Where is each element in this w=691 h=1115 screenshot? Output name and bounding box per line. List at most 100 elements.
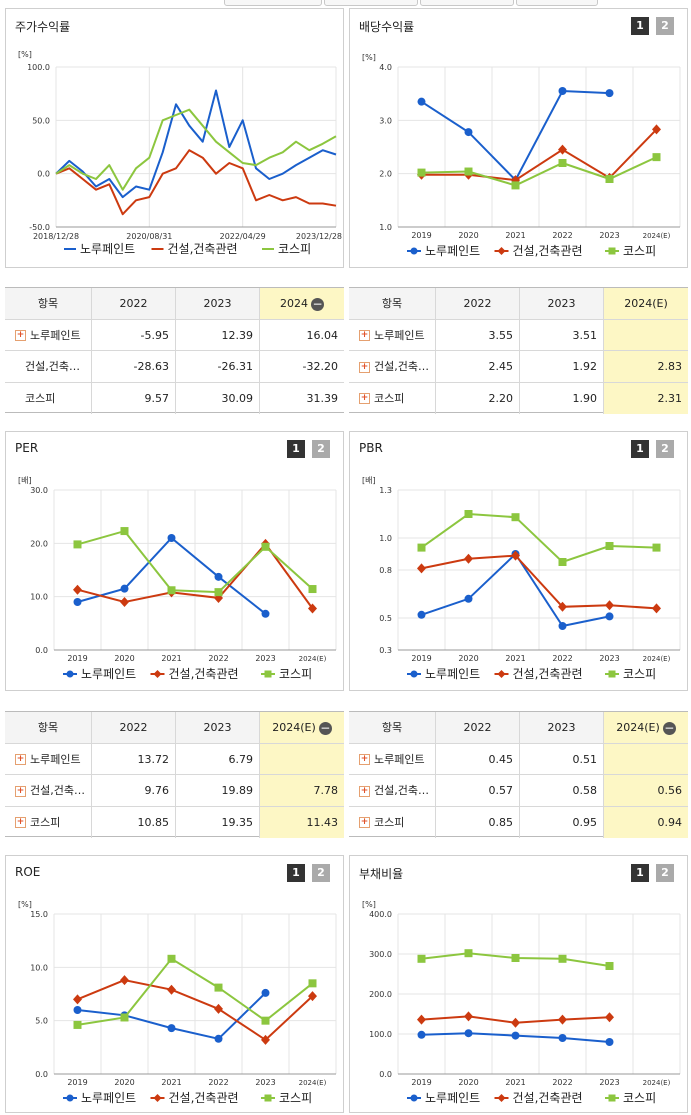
row-label[interactable]: + 노루페인트 — [349, 320, 435, 351]
data-point — [558, 954, 567, 963]
chart-option-1-button[interactable]: 1 — [287, 864, 305, 882]
table-cell: 10.85 — [91, 806, 175, 838]
x-tick-label: 2024(E) — [643, 232, 671, 240]
table-row: + 건설,건축… 9.76 19.89 7.78 — [5, 775, 344, 807]
x-tick-label: 2020 — [114, 1078, 134, 1087]
y-tick-label: 1.0 — [379, 534, 392, 543]
legend-marker — [264, 670, 272, 678]
pbr-table: 항목 2022 2023 2024(E) − + 노루페인트 0.45 0.51 + 건설,건축… 0… — [349, 711, 688, 839]
top-tab-button[interactable] — [516, 0, 598, 6]
table-row: + 코스피 0.85 0.95 0.94 — [349, 806, 688, 839]
y-tick-label: 0.5 — [379, 614, 392, 623]
y-tick-label: 200.0 — [369, 990, 392, 999]
data-point — [120, 597, 129, 607]
data-point — [417, 1030, 426, 1039]
row-label[interactable]: + 노루페인트 — [5, 744, 91, 775]
row-label[interactable]: + 건설,건축… — [349, 351, 435, 382]
expand-icon[interactable]: + — [359, 817, 370, 828]
data-point — [652, 603, 661, 614]
data-point — [417, 97, 426, 106]
collapse-icon[interactable]: − — [311, 296, 324, 311]
row-label[interactable]: + 코스피 — [349, 383, 435, 415]
y-tick-label: 100.0 — [27, 63, 50, 72]
chart-option-1-button[interactable]: 1 — [631, 440, 649, 458]
top-tab-button[interactable] — [324, 0, 418, 6]
collapse-icon[interactable]: − — [318, 720, 332, 735]
data-point — [167, 586, 176, 595]
dividend-chart: [%]4.0 3.0 2.0 1.0 2019 2020 2021 2022 2023 2024(… — [362, 53, 681, 258]
table-cell: 2.31 — [603, 382, 688, 414]
data-point — [558, 159, 567, 167]
y-tick-label: 0.3 — [379, 646, 392, 655]
collapse-icon[interactable]: − — [662, 720, 676, 735]
data-point — [558, 87, 567, 95]
row-label[interactable]: + 건설,건축… — [349, 775, 435, 806]
per-chart: [배]30.0 20.0 10.0 0.0 2019 2020 2021 2022 2023 20… — [18, 476, 337, 681]
row-label[interactable]: + 코스피 — [349, 807, 435, 839]
data-point — [464, 510, 473, 518]
row-label-text: 건설,건축… — [25, 360, 80, 373]
expand-icon[interactable]: + — [359, 330, 370, 341]
table-cell — [603, 319, 688, 350]
expand-icon[interactable]: + — [15, 817, 26, 828]
chart-option-1-button[interactable]: 1 — [631, 17, 649, 35]
table-row: + 코스피 10.85 19.35 11.43 — [5, 806, 344, 839]
chart-option-2-button[interactable]: 2 — [656, 440, 674, 458]
table-cell: 31.39 — [259, 382, 344, 414]
x-tick-label: 2020 — [458, 1078, 478, 1087]
data-point — [558, 144, 567, 155]
column-header-label: 2022 — [463, 721, 492, 734]
legend-marker — [153, 670, 162, 678]
data-point — [652, 543, 661, 552]
x-tick-label: 2020 — [114, 654, 134, 663]
expand-icon[interactable]: + — [359, 393, 370, 404]
legend-marker — [153, 1094, 162, 1102]
expand-icon[interactable]: + — [15, 754, 26, 765]
y-tick-label: 300.0 — [369, 950, 392, 959]
table-cell: 2.45 — [435, 351, 519, 382]
expand-icon[interactable]: + — [15, 330, 26, 341]
data-point — [558, 1034, 567, 1042]
expand-icon[interactable]: + — [359, 361, 370, 373]
data-point — [464, 553, 473, 564]
data-point — [605, 600, 614, 611]
table-cell: 1.92 — [519, 351, 603, 382]
row-label[interactable]: + 코스피 — [5, 807, 91, 839]
legend-label: 건설,건축관련 — [169, 1091, 239, 1105]
x-tick-label: 2021 — [505, 1078, 525, 1087]
column-header: 2024(E) — [603, 288, 688, 319]
table-row: + 노루페인트 13.72 6.79 — [5, 743, 344, 775]
row-label[interactable]: + 노루페인트 — [349, 744, 435, 775]
data-point — [120, 975, 129, 986]
chart-option-1-button[interactable]: 1 — [631, 864, 649, 882]
y-tick-label: 10.0 — [30, 963, 48, 972]
chart-option-2-button[interactable]: 2 — [656, 17, 674, 35]
data-point — [214, 592, 223, 603]
expand-icon[interactable]: + — [359, 754, 370, 765]
table-cell: 0.95 — [519, 806, 603, 838]
y-tick-label: 50.0 — [32, 116, 50, 125]
table-cell: 7.78 — [259, 775, 344, 806]
row-label[interactable]: + 건설,건축… — [5, 775, 91, 806]
expand-icon[interactable]: + — [359, 785, 370, 797]
table-row: + 건설,건축… 2.45 1.92 2.83 — [349, 351, 688, 383]
chart-option-2-button[interactable]: 2 — [312, 440, 330, 458]
legend-marker — [497, 1094, 506, 1102]
expand-icon[interactable]: + — [15, 785, 26, 797]
legend-label: 코스피 — [279, 667, 312, 681]
top-tab-button[interactable] — [420, 0, 514, 6]
y-unit-label: [배] — [362, 476, 376, 485]
legend-marker — [264, 1094, 272, 1102]
data-point — [214, 572, 223, 581]
row-label-text: 노루페인트 — [30, 328, 81, 342]
column-header: 2024(E) − — [259, 712, 344, 743]
chart-option-2-button[interactable]: 2 — [312, 864, 330, 882]
chart-option-2-button[interactable]: 2 — [656, 864, 674, 882]
table-cell: -32.20 — [259, 351, 344, 382]
chart-option-1-button[interactable]: 1 — [287, 440, 305, 458]
table-cell: 3.51 — [519, 319, 603, 350]
table-cell: 3.55 — [435, 319, 519, 350]
x-tick-label: 2023 — [599, 231, 619, 240]
top-tab-button[interactable] — [224, 0, 322, 6]
row-label[interactable]: + 노루페인트 — [5, 320, 91, 351]
